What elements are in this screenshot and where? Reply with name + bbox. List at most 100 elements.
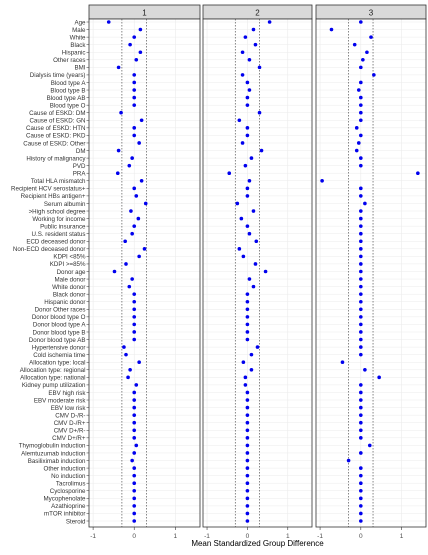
data-point bbox=[132, 88, 137, 92]
y-tick-label: Recipient HCV serostatus+ bbox=[11, 186, 86, 193]
data-point bbox=[237, 247, 242, 251]
data-point bbox=[235, 201, 240, 206]
y-tick-label: KDPI >=85% bbox=[50, 261, 86, 268]
data-point bbox=[245, 504, 250, 508]
data-point bbox=[352, 42, 357, 47]
data-point bbox=[245, 466, 250, 470]
data-point bbox=[243, 163, 248, 168]
data-point bbox=[359, 413, 363, 417]
data-point bbox=[245, 398, 250, 402]
data-point bbox=[245, 519, 250, 523]
panel-strip-label-1: 1 bbox=[142, 9, 147, 18]
data-point bbox=[367, 443, 372, 448]
data-point bbox=[132, 337, 137, 342]
data-point bbox=[361, 58, 365, 62]
x-tick-label: 0 bbox=[359, 533, 363, 540]
data-point bbox=[119, 110, 123, 115]
y-tick-label: Non-ECD deceased donor bbox=[13, 246, 86, 253]
y-tick-label: Donor Other races bbox=[35, 307, 86, 314]
data-point bbox=[116, 65, 121, 70]
data-point bbox=[132, 73, 137, 77]
data-point bbox=[132, 504, 137, 508]
data-point bbox=[329, 27, 334, 32]
x-tick-label: -1 bbox=[204, 533, 210, 540]
data-point bbox=[132, 322, 137, 327]
x-tick-label: -1 bbox=[317, 533, 323, 540]
y-tick-label: Steroid bbox=[66, 518, 86, 525]
y-tick-label: Hispanic donor bbox=[44, 299, 85, 306]
y-tick-label: Blood type B bbox=[50, 87, 85, 94]
y-tick-label: Total HLA mismatch bbox=[31, 178, 86, 185]
x-tick-label: 0 bbox=[132, 533, 136, 540]
y-tick-label: Black bbox=[70, 42, 86, 49]
y-tick-label: Blood type AB bbox=[47, 95, 86, 102]
data-point bbox=[132, 496, 137, 501]
data-point bbox=[127, 163, 132, 168]
data-point bbox=[359, 110, 363, 115]
data-point bbox=[132, 292, 137, 296]
y-tick-label: Black donor bbox=[53, 291, 86, 298]
data-point bbox=[359, 216, 363, 221]
data-point bbox=[132, 420, 137, 425]
y-tick-label: Donor blood type A bbox=[33, 322, 87, 329]
data-point bbox=[245, 458, 250, 463]
data-point bbox=[245, 436, 250, 440]
data-point bbox=[227, 171, 232, 176]
data-point bbox=[251, 284, 256, 289]
data-point bbox=[130, 231, 134, 236]
y-tick-label: Hispanic bbox=[62, 50, 86, 57]
data-point bbox=[132, 35, 137, 39]
data-point bbox=[359, 352, 363, 357]
data-point bbox=[377, 375, 381, 380]
data-point bbox=[365, 50, 369, 55]
data-point bbox=[112, 269, 117, 274]
y-tick-label: CMV D-/R- bbox=[55, 412, 85, 419]
data-point bbox=[359, 103, 363, 107]
data-point bbox=[359, 488, 363, 493]
data-point bbox=[369, 35, 373, 39]
data-point bbox=[359, 186, 363, 191]
data-point bbox=[259, 148, 264, 153]
data-point bbox=[359, 299, 363, 304]
y-tick-label: White donor bbox=[52, 284, 85, 291]
data-point bbox=[137, 254, 141, 259]
data-point bbox=[136, 216, 141, 221]
data-point bbox=[132, 481, 137, 485]
data-point bbox=[245, 405, 250, 410]
y-tick-label: EBV low risk bbox=[51, 405, 87, 412]
data-point bbox=[241, 254, 246, 259]
data-point bbox=[124, 262, 128, 266]
data-point bbox=[359, 118, 363, 123]
data-point bbox=[137, 141, 141, 145]
data-point bbox=[245, 511, 250, 516]
y-tick-label: Other induction bbox=[44, 465, 87, 472]
data-point bbox=[359, 292, 363, 296]
y-tick-label: U.S. resident status bbox=[32, 231, 86, 238]
data-point bbox=[134, 194, 139, 198]
data-point bbox=[247, 231, 252, 236]
data-point bbox=[123, 239, 127, 244]
data-point bbox=[359, 133, 363, 138]
data-point bbox=[359, 345, 363, 349]
data-point bbox=[132, 436, 137, 440]
y-tick-label: KDPI <85% bbox=[53, 254, 86, 261]
data-point bbox=[130, 156, 134, 160]
data-point bbox=[245, 428, 250, 433]
panel-strip-label-2: 2 bbox=[255, 9, 260, 18]
y-tick-label: Alemtuzumab induction bbox=[21, 450, 86, 457]
y-tick-label: PVD bbox=[73, 163, 86, 170]
data-point bbox=[132, 133, 137, 138]
data-point bbox=[359, 330, 363, 334]
data-point bbox=[416, 171, 420, 176]
data-point bbox=[359, 247, 363, 251]
y-tick-label: White bbox=[70, 34, 86, 41]
panel-strip-label-3: 3 bbox=[369, 9, 374, 18]
y-tick-label: EBV high risk bbox=[48, 390, 86, 397]
y-tick-label: Male bbox=[72, 27, 86, 34]
y-tick-label: Working for income bbox=[32, 216, 86, 223]
y-tick-label: Mycophenolate bbox=[44, 496, 87, 503]
data-point bbox=[372, 73, 376, 77]
x-tick-label: -1 bbox=[90, 533, 96, 540]
